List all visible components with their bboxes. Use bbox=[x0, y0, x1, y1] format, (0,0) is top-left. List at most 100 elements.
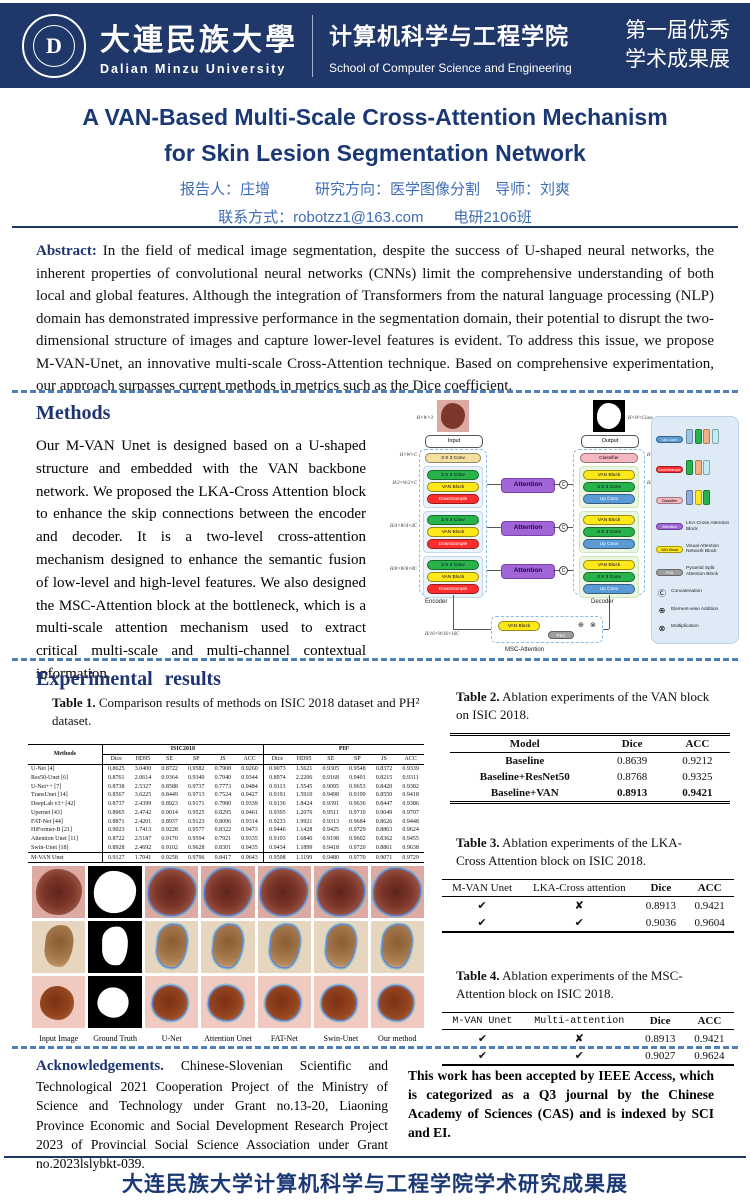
table-cell: 0.9127 bbox=[101, 852, 130, 864]
msc-attention-box: VAN Block PSA ⊕ ⊗ bbox=[491, 616, 603, 643]
table-cell: 0.9582 bbox=[187, 765, 205, 772]
column-header: Dice bbox=[101, 754, 130, 765]
input-node: Input bbox=[425, 435, 483, 448]
table-cell: ✘ bbox=[574, 1033, 584, 1046]
figure-column-label: Swin-Unet bbox=[323, 1034, 359, 1043]
dashed-divider bbox=[12, 390, 738, 393]
table-cell: 0.9168 bbox=[322, 774, 340, 781]
figure-column-label: Ground Truth bbox=[93, 1034, 138, 1043]
lesion-image bbox=[144, 976, 199, 1028]
lesion-image bbox=[314, 921, 368, 973]
table-cell: 0.9418 bbox=[322, 844, 340, 851]
column-header: Dice bbox=[636, 879, 686, 898]
lesion-image bbox=[370, 921, 424, 973]
table-cell: 0.8588 bbox=[161, 783, 178, 790]
table-cell: 0.8863 bbox=[375, 827, 393, 834]
downsample-block: DownSample bbox=[427, 539, 479, 549]
conv-block: 3 X 3 Conv bbox=[583, 572, 635, 582]
comparison-table: Methods ISIC2018 PH² Dice HD95 SE SP JS ACC Di… bbox=[28, 744, 424, 864]
table-cell: 0.9421 bbox=[664, 785, 730, 805]
column-header: ACC bbox=[397, 754, 424, 765]
legend-item: DownSample bbox=[656, 459, 734, 480]
header-divider bbox=[312, 14, 313, 77]
column-header: SE bbox=[156, 754, 183, 765]
van-block: VAN Block bbox=[583, 470, 635, 480]
table-row: Attention Unet [11] 0.8722 2.5187 0.9170 0.9… bbox=[28, 834, 424, 844]
table-cell: 0.9123 bbox=[187, 818, 205, 825]
decoder-stage: VAN Block 3 X 3 Conv Up Conv bbox=[579, 511, 639, 553]
methods-section: Methods Our M-VAN Unet is designed based… bbox=[36, 402, 366, 686]
table-cell: 0.9713 bbox=[187, 792, 205, 799]
table-cell: 1.8424 bbox=[295, 801, 313, 808]
table-cell: 0.8913 bbox=[645, 1032, 676, 1045]
figure-column-label: U-Net bbox=[161, 1034, 182, 1043]
lesion-image bbox=[370, 866, 424, 918]
table-cell: 0.9401 bbox=[349, 774, 366, 781]
abstract: Abstract: In the field of medical image … bbox=[36, 240, 714, 398]
lesion-image bbox=[257, 921, 312, 973]
table-cell: 0.8923 bbox=[161, 801, 178, 808]
contact-info: 联系方式：robotzz1@163.com 电研2106班 bbox=[218, 209, 532, 227]
table-cell: 0.9638 bbox=[402, 844, 419, 851]
methods-heading: Methods bbox=[36, 402, 111, 424]
table-cell: 0.9364 bbox=[161, 774, 178, 781]
legend-label: Element-wise Addition bbox=[671, 606, 719, 612]
presenter-info: 报告人：庄增 研究方向：医学图像分割 导师：刘爽 bbox=[179, 181, 570, 199]
table-cell: 0.9484 bbox=[241, 783, 258, 790]
table-cell: 0.8417 bbox=[209, 852, 237, 864]
table-cell: 0.9339 bbox=[402, 765, 419, 772]
encoder-stage: 3 X 3 Conv VAN Block DownSample bbox=[423, 511, 483, 553]
legend-item: ⊗ Multiplication bbox=[656, 624, 734, 633]
conv-block: 3 X 3 Conv bbox=[427, 470, 479, 480]
column-header: Multi-attention bbox=[522, 1012, 636, 1031]
table-row: ✔ ✘ 0.8913 0.9421 bbox=[442, 897, 734, 915]
table-cell: 1.9921 bbox=[295, 818, 313, 825]
table-row: FAT-Net [44] 0.8871 2.4201 0.8937 0.9123 0.80… bbox=[28, 817, 424, 827]
column-header: Dice bbox=[262, 754, 291, 765]
encoder-stage: 3 X 3 Conv VAN Block DownSample bbox=[423, 556, 483, 598]
table-cell: 0.9103 bbox=[262, 834, 291, 844]
table2-caption-label: Table 2. bbox=[456, 689, 500, 704]
legend-item: Ⓒ Concatenation bbox=[656, 589, 734, 598]
table-row: Swin-Unet [18] 0.8928 2.4692 0.9102 0.9628 0.… bbox=[28, 843, 424, 853]
downsample-icon: DownSample bbox=[656, 466, 683, 474]
table-cell: 0.9511 bbox=[322, 809, 339, 816]
table-cell: 0.9720 bbox=[349, 844, 366, 851]
table-cell: M-VAN Unet bbox=[28, 852, 103, 864]
school-name-zh: 计算机科学与工程学院 bbox=[329, 22, 569, 49]
van-ablation-table: Model Dice ACC Baseline 0.8639 0.9212 Baselin… bbox=[450, 733, 730, 805]
table-cell: 0.8871 bbox=[101, 817, 130, 827]
figure-column-label: Attention Unet bbox=[204, 1034, 252, 1043]
table-cell: TransUnet [14] bbox=[31, 792, 68, 799]
multiply-icon: ⊗ bbox=[590, 622, 596, 629]
table-cell: 0.8722 bbox=[101, 834, 130, 844]
acknowledgements-label: Acknowledgements. bbox=[36, 1058, 164, 1074]
encoder-column: 3 X 3 Conv 3 X 3 Conv VAN Block DownSamp… bbox=[419, 449, 487, 598]
legend-item: Attention LKA-Cross Attention Block bbox=[656, 521, 734, 533]
dim-output: H×W×Class bbox=[628, 416, 653, 421]
table-cell: 0.9305 bbox=[322, 765, 340, 772]
table-cell: 0.9386 bbox=[402, 801, 419, 808]
table-cell: 0.9335 bbox=[241, 836, 258, 843]
table-cell: 2.4692 bbox=[134, 844, 152, 851]
legend-item: Up Conv bbox=[656, 429, 734, 449]
table-cell: 0.9258 bbox=[156, 852, 183, 864]
lesion-image bbox=[201, 921, 255, 973]
column-header: SE bbox=[317, 754, 345, 765]
ground-truth-image bbox=[88, 976, 142, 1028]
upconv-block: Up Conv bbox=[583, 494, 635, 504]
table-cell: 0.9199 bbox=[349, 792, 366, 799]
table-cell: 0.8447 bbox=[375, 801, 393, 808]
block-expansion-icon bbox=[686, 490, 712, 510]
table-cell: 0.9382 bbox=[402, 783, 419, 790]
decoder-stage: VAN Block 3 X 3 Conv Up Conv bbox=[579, 466, 639, 508]
event-title-line2: 学术成果展 bbox=[625, 47, 730, 71]
msc-label: MSC-Attention bbox=[505, 647, 545, 653]
abstract-label: Abstract: bbox=[36, 243, 97, 259]
encoder-label: Encoder bbox=[425, 599, 448, 605]
column-header: Methods bbox=[28, 744, 103, 765]
ablation-tables: Table 2. Ablation experiments of the VAN… bbox=[438, 688, 738, 1067]
table-cell: 0.9480 bbox=[317, 852, 345, 864]
table-row: Upernet [43] 0.8965 2.4742 0.9014 0.9525 0.82… bbox=[28, 808, 424, 818]
table-cell: 0.9071 bbox=[370, 852, 398, 864]
